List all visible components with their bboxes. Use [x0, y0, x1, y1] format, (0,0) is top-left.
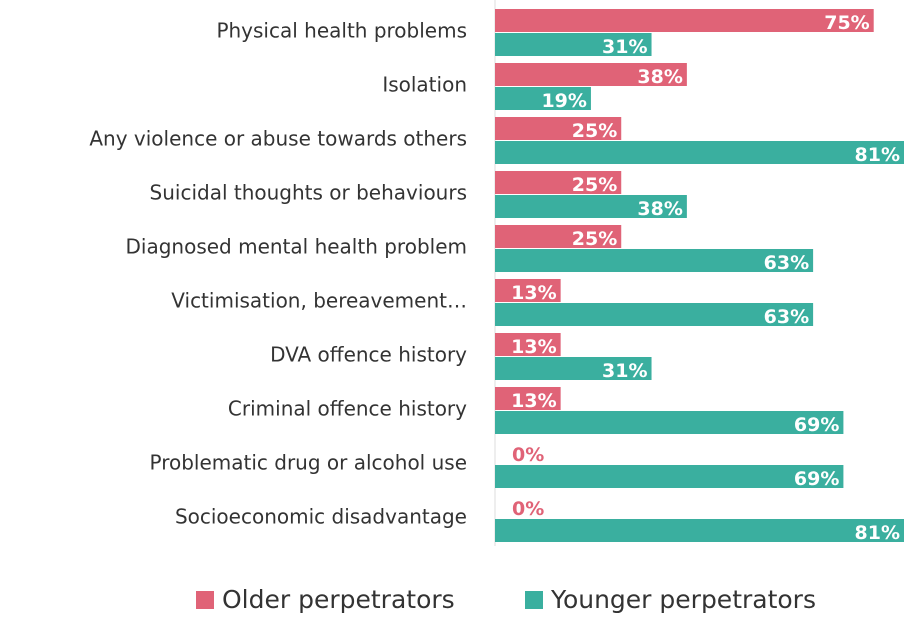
bar [495, 465, 844, 488]
data-label: 63% [764, 252, 809, 274]
data-label: 69% [794, 414, 839, 436]
category-label: Problematic drug or alcohol use [149, 451, 467, 475]
data-label: 0% [512, 498, 544, 520]
category-label: Criminal offence history [228, 397, 467, 421]
data-label: 81% [855, 144, 900, 166]
data-label: 13% [511, 282, 556, 304]
bar [495, 303, 814, 326]
data-label: 81% [855, 522, 900, 544]
category-label: Socioeconomic disadvantage [175, 505, 467, 529]
legend-swatch [525, 591, 543, 609]
data-label: 38% [637, 198, 682, 220]
bar [495, 225, 622, 248]
data-label: 31% [602, 36, 647, 58]
bar [495, 519, 904, 542]
bar [495, 117, 622, 140]
bar [495, 9, 874, 32]
data-label: 0% [512, 444, 544, 466]
category-label: Suicidal thoughts or behaviours [150, 181, 467, 205]
bar [495, 333, 561, 356]
bar [495, 141, 904, 164]
bar [495, 357, 652, 380]
data-label: 13% [511, 390, 556, 412]
bar [495, 387, 561, 410]
category-label: DVA offence history [270, 343, 467, 367]
data-label: 25% [572, 174, 617, 196]
data-label: 25% [572, 228, 617, 250]
bar [495, 87, 591, 110]
bar [495, 195, 687, 218]
category-label: Victimisation, bereavement… [171, 289, 467, 313]
bar [495, 279, 561, 302]
data-label: 69% [794, 468, 839, 490]
legend-label: Older perpetrators [222, 585, 455, 614]
data-label: 75% [824, 12, 869, 34]
legend-swatch [196, 591, 214, 609]
bar [495, 249, 814, 272]
legend-label: Younger perpetrators [550, 585, 816, 614]
category-label: Physical health problems [216, 19, 467, 43]
bar [495, 33, 652, 56]
data-label: 25% [572, 120, 617, 142]
data-label: 63% [764, 306, 809, 328]
data-label: 38% [637, 66, 682, 88]
bar [495, 63, 687, 86]
data-label: 19% [541, 90, 586, 112]
data-label: 31% [602, 360, 647, 382]
bar [495, 411, 844, 434]
category-label: Diagnosed mental health problem [126, 235, 468, 259]
bar [495, 171, 622, 194]
category-label: Any violence or abuse towards others [89, 127, 467, 151]
data-label: 13% [511, 336, 556, 358]
category-label: Isolation [382, 73, 467, 97]
